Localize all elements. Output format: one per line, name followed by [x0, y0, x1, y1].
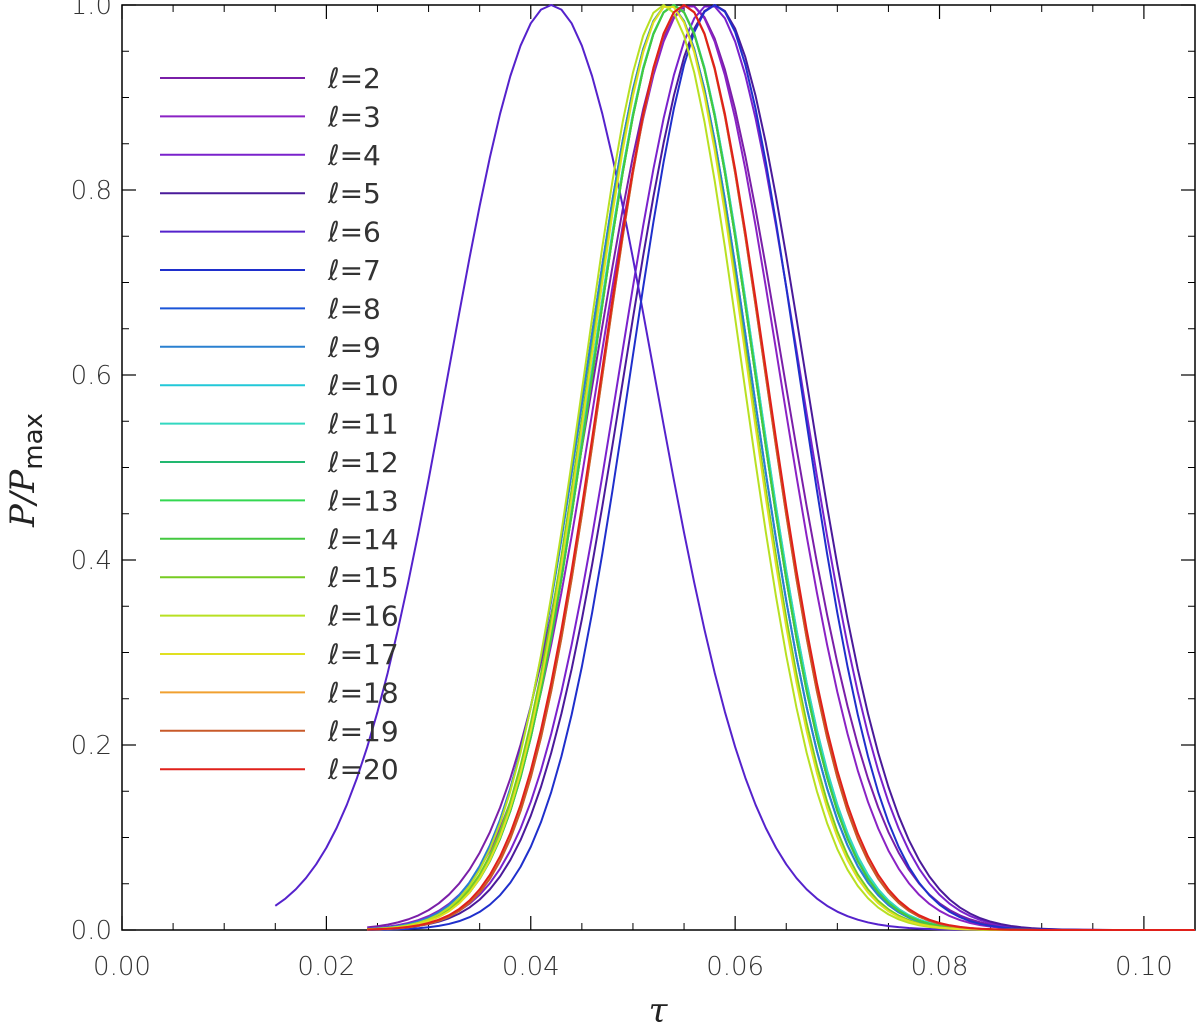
legend-label: ℓ=19 [327, 715, 399, 748]
legend-label: ℓ=17 [327, 638, 399, 671]
legend-label: ℓ=7 [327, 254, 381, 287]
series-lines [274, 4, 1195, 931]
tick-labels: 0.00 0.02 0.04 0.06 0.08 0.10 0.0 0.2 0.4 0.6 0.8 1… [71, 0, 1173, 982]
legend-label: ℓ=4 [327, 139, 381, 172]
legend: ℓ=2 ℓ=3 ℓ=4 ℓ=5 ℓ=6 ℓ=7 ℓ=8 ℓ=9 ℓ=10 ℓ=11 ℓ=12 ℓ=13… [160, 62, 399, 786]
legend-label: ℓ=9 [327, 331, 381, 364]
legend-label: ℓ=16 [327, 600, 399, 633]
y-axis-label-sub: max [19, 413, 49, 470]
axis-ticks [121, 4, 1195, 931]
y-axis-label: P/Pmax [3, 413, 49, 528]
y-tick-label: 0.0 [71, 916, 112, 946]
x-tick-label: 0.02 [297, 952, 355, 982]
x-axis-label: τ [649, 991, 669, 1022]
series-line-19 [367, 4, 1195, 931]
x-tick-label: 0.04 [502, 952, 560, 982]
legend-label: ℓ=6 [327, 216, 381, 249]
legend-label: ℓ=20 [327, 753, 399, 786]
y-tick-label: 0.8 [71, 176, 112, 206]
series-line-5 [274, 4, 1195, 931]
legend-label: ℓ=12 [327, 446, 399, 479]
legend-label: ℓ=15 [327, 561, 399, 594]
y-tick-label: 0.6 [71, 361, 112, 391]
legend-label: ℓ=2 [327, 62, 381, 95]
legend-label: ℓ=13 [327, 484, 399, 517]
legend-label: ℓ=8 [327, 292, 381, 325]
y-tick-label: 0.2 [71, 731, 112, 761]
y-axis-label-main: P/P [3, 469, 43, 528]
legend-label: ℓ=3 [327, 100, 381, 133]
legend-label: ℓ=11 [327, 408, 399, 441]
legend-label: ℓ=10 [327, 369, 399, 402]
x-tick-label: 0.00 [93, 952, 151, 982]
x-tick-label: 0.08 [911, 952, 969, 982]
x-tick-label: 0.06 [706, 952, 764, 982]
y-tick-label: 1.0 [71, 0, 112, 21]
y-tick-label: 0.4 [71, 546, 112, 576]
legend-label: ℓ=18 [327, 676, 399, 709]
legend-label: ℓ=5 [327, 177, 381, 210]
legend-label: ℓ=14 [327, 523, 399, 556]
x-tick-label: 0.10 [1115, 952, 1173, 982]
